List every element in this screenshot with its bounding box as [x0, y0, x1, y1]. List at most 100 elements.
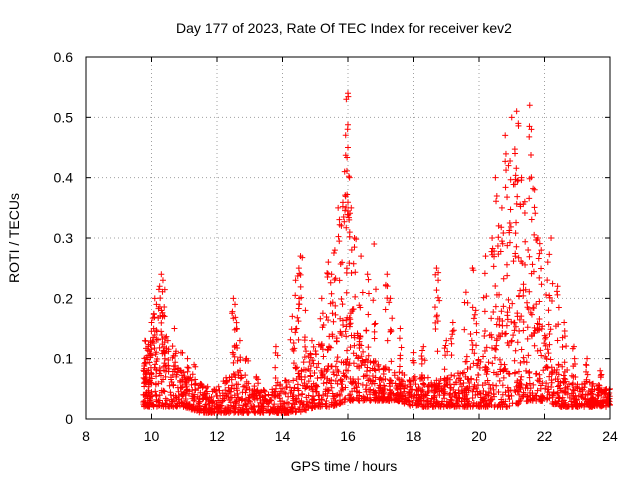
data-point [141, 383, 148, 390]
data-point [515, 254, 522, 261]
data-point [321, 365, 328, 372]
data-point [490, 386, 497, 393]
data-point [470, 402, 477, 409]
data-point [471, 311, 478, 318]
data-point [165, 348, 172, 355]
data-point [525, 352, 532, 359]
data-point [497, 366, 504, 373]
data-point [344, 191, 351, 198]
data-point [514, 379, 521, 386]
data-point [341, 218, 348, 225]
data-point [498, 224, 505, 231]
data-point [352, 269, 359, 276]
data-point [360, 348, 367, 355]
data-point [352, 293, 359, 300]
data-point [391, 396, 398, 403]
data-point [462, 373, 469, 380]
data-point [274, 409, 281, 416]
data-point [602, 387, 609, 394]
data-point [230, 370, 237, 377]
data-point [157, 295, 164, 302]
data-point [231, 353, 238, 360]
data-point [230, 351, 237, 358]
data-point [356, 392, 363, 399]
data-point [421, 382, 428, 389]
data-point [324, 347, 331, 354]
data-point [162, 349, 169, 356]
data-point [512, 388, 519, 395]
data-point [447, 384, 454, 391]
data-point [528, 174, 535, 181]
data-point [472, 307, 479, 314]
data-point [437, 375, 444, 382]
data-point [151, 364, 158, 371]
data-point [544, 346, 551, 353]
axis-ticks: 8 10 12 14 16 18 20 22 24 0 0.1 0.2 0.3 0.4 0.5 0.6 [54, 49, 618, 444]
data-point [578, 401, 585, 408]
y-tick-label: 0.2 [54, 290, 74, 306]
data-point [250, 391, 257, 398]
data-point [447, 335, 454, 342]
data-point [523, 359, 530, 366]
data-point [203, 385, 210, 392]
data-point [328, 377, 335, 384]
data-point [179, 349, 186, 356]
data-point [489, 245, 496, 252]
data-point [238, 408, 245, 415]
data-point [420, 381, 427, 388]
data-point [231, 371, 238, 378]
data-point [490, 309, 497, 316]
data-point [192, 376, 199, 383]
data-point [301, 354, 308, 361]
data-point [351, 334, 358, 341]
data-point [299, 382, 306, 389]
data-point [561, 359, 568, 366]
data-point [272, 364, 279, 371]
data-point [438, 385, 445, 392]
data-point [358, 342, 365, 349]
data-point [350, 306, 357, 313]
data-point [391, 372, 398, 379]
data-point [333, 338, 340, 345]
data-point [543, 291, 550, 298]
data-point [344, 121, 351, 128]
data-point [494, 403, 501, 410]
data-point [208, 409, 215, 416]
data-point [406, 398, 413, 405]
data-point [481, 308, 488, 315]
data-point [353, 383, 360, 390]
data-point [356, 338, 363, 345]
data-point [162, 334, 169, 341]
data-point [595, 392, 602, 399]
data-point [513, 165, 520, 172]
data-point [412, 381, 419, 388]
data-point [247, 399, 254, 406]
data-point [337, 377, 344, 384]
data-point [185, 364, 192, 371]
data-point [382, 376, 389, 383]
data-point [530, 381, 537, 388]
data-point [529, 304, 536, 311]
data-point [346, 314, 353, 321]
data-point [357, 333, 364, 340]
data-point [520, 354, 527, 361]
data-point [318, 367, 325, 374]
data-point [415, 385, 422, 392]
data-point [303, 348, 310, 355]
data-point [448, 340, 455, 347]
data-point [318, 295, 325, 302]
data-point [502, 398, 509, 405]
data-point [512, 253, 519, 260]
data-point [241, 397, 248, 404]
data-point [564, 391, 571, 398]
data-point [365, 276, 372, 283]
y-tick-label: 0.3 [54, 230, 74, 246]
data-point [355, 354, 362, 361]
data-point [526, 389, 533, 396]
data-point [343, 167, 350, 174]
data-point [178, 368, 185, 375]
data-point [243, 378, 250, 385]
data-point [489, 382, 496, 389]
data-point [481, 270, 488, 277]
